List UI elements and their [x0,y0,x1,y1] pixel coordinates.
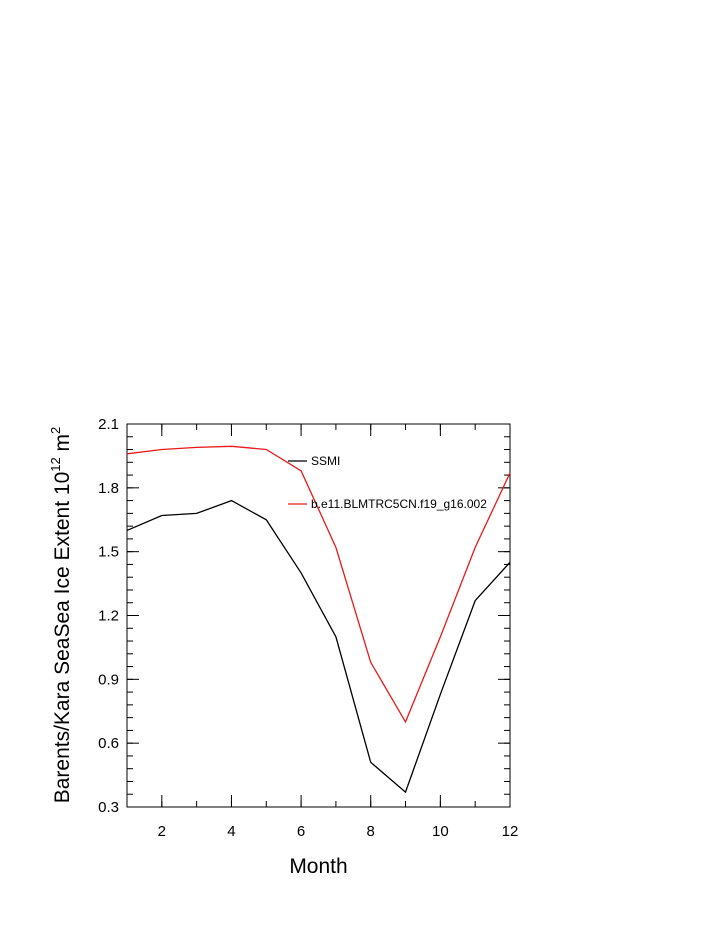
x-axis-title: Month [289,855,347,878]
y-axis-title-unit: m [51,434,74,457]
series-lines [126,445,511,794]
x-tick-label: 10 [432,823,449,840]
x-tick-label: 4 [227,823,235,840]
minor-ticks [126,423,511,808]
y-tick-label: 1.5 [98,544,119,561]
y-axis-title-unit-exponent: 2 [48,427,63,434]
series-line-2 [126,445,511,724]
y-tick-label: 0.3 [98,799,119,816]
y-axis-title-exponent: 12 [48,457,63,471]
y-tick-label: 1.2 [98,608,119,625]
plot-frame [126,423,511,808]
y-tick-label: 0.6 [98,735,119,752]
major-ticks [127,423,511,808]
legend-label-1: SSMI [311,454,340,468]
x-tick-label: 8 [367,823,375,840]
y-tick-labels: 0.3 0.6 0.9 1.2 1.5 1.8 2.1 [98,416,119,816]
legend-label-2: b.e11.BLMTRC5CN.f19_g16.002 [311,497,487,511]
series-line-1 [126,499,511,794]
x-tick-label: 6 [297,823,305,840]
x-tick-label: 12 [502,823,519,840]
y-axis-title-prefix: Barents/Kara SeaSea Ice Extent 10 [51,472,74,804]
y-tick-label: 2.1 [98,416,119,433]
y-tick-label: 1.8 [98,480,119,497]
y-axis-title: Barents/Kara SeaSea Ice Extent 1012 m2 [48,427,74,804]
legend: SSMI b.e11.BLMTRC5CN.f19_g16.002 [288,454,487,511]
x-tick-label: 2 [158,823,166,840]
y-tick-label: 0.9 [98,671,119,688]
x-tick-labels: 2 4 6 8 10 12 [158,823,519,840]
